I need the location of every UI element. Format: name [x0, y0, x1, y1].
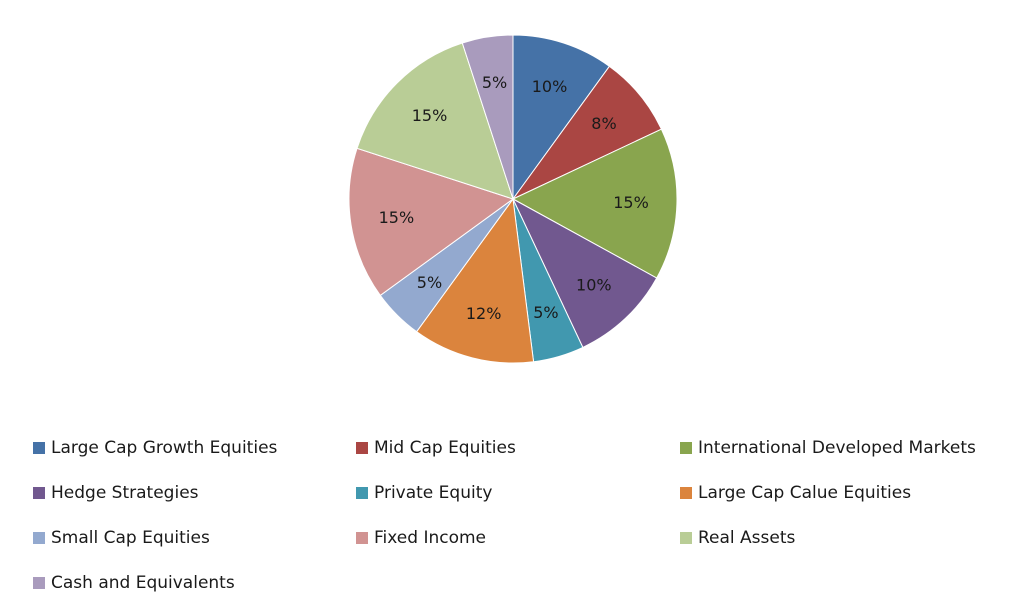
pie-data-label: 5%: [417, 273, 442, 292]
pie-data-label: 12%: [466, 304, 502, 323]
legend-item: Cash and Equivalents: [33, 565, 235, 601]
legend-swatch: [33, 532, 45, 544]
legend-swatch: [680, 442, 692, 454]
legend-item: Large Cap Calue Equities: [680, 475, 911, 511]
pie-data-label: 15%: [412, 106, 448, 125]
legend-item: International Developed Markets: [680, 430, 976, 466]
legend-label: Small Cap Equities: [51, 528, 210, 548]
legend-item: Small Cap Equities: [33, 520, 210, 556]
pie-slice: [511, 128, 678, 279]
legend-swatch: [33, 577, 45, 589]
pie-slice: [512, 34, 611, 201]
legend-label: Large Cap Calue Equities: [698, 483, 912, 503]
legend-label: Large Cap Growth Equities: [51, 438, 278, 458]
legend-item: Real Assets: [680, 520, 795, 556]
legend-item: Mid Cap Equities: [356, 430, 516, 466]
legend-label: Real Assets: [698, 528, 796, 548]
pie-slice: [415, 197, 535, 364]
legend-label: Fixed Income: [374, 528, 487, 548]
pie-data-label: 10%: [532, 77, 568, 96]
pie-slice: [461, 34, 514, 200]
pie-data-label: 10%: [576, 276, 612, 295]
pie-data-label: 15%: [379, 208, 415, 227]
legend-item: Hedge Strategies: [33, 475, 199, 511]
legend-swatch: [356, 442, 368, 454]
pie-slice: [356, 42, 514, 200]
pie-slices: [348, 34, 678, 364]
legend-swatch: [680, 532, 692, 544]
pie-slice: [348, 147, 515, 297]
legend-item: Fixed Income: [356, 520, 486, 556]
pie-chart: 10% 8% 15% 10% 5% 12% 5% 15% 15% 5%: [348, 34, 678, 364]
legend-label: Cash and Equivalents: [51, 573, 235, 593]
legend-swatch: [356, 532, 368, 544]
legend-label: Mid Cap Equities: [374, 438, 516, 458]
pie-slice: [511, 197, 658, 349]
legend-label: Private Equity: [374, 483, 493, 503]
legend-item: Large Cap Growth Equities: [33, 430, 277, 466]
legend-item: Private Equity: [356, 475, 492, 511]
legend-swatch: [33, 487, 45, 499]
pie-data-label: 5%: [482, 73, 507, 92]
legend-label: Hedge Strategies: [51, 483, 199, 503]
chart-legend: Large Cap Growth Equities Mid Cap Equitie…: [33, 430, 1013, 610]
pie-data-label: 15%: [613, 193, 649, 212]
pie-data-label: 8%: [591, 114, 616, 133]
legend-swatch: [356, 487, 368, 499]
pie-data-labels: 10% 8% 15% 10% 5% 12% 5% 15% 15% 5%: [379, 73, 649, 323]
pie-data-label: 5%: [533, 303, 558, 322]
legend-swatch: [33, 442, 45, 454]
legend-swatch: [680, 487, 692, 499]
legend-label: International Developed Markets: [698, 438, 976, 458]
